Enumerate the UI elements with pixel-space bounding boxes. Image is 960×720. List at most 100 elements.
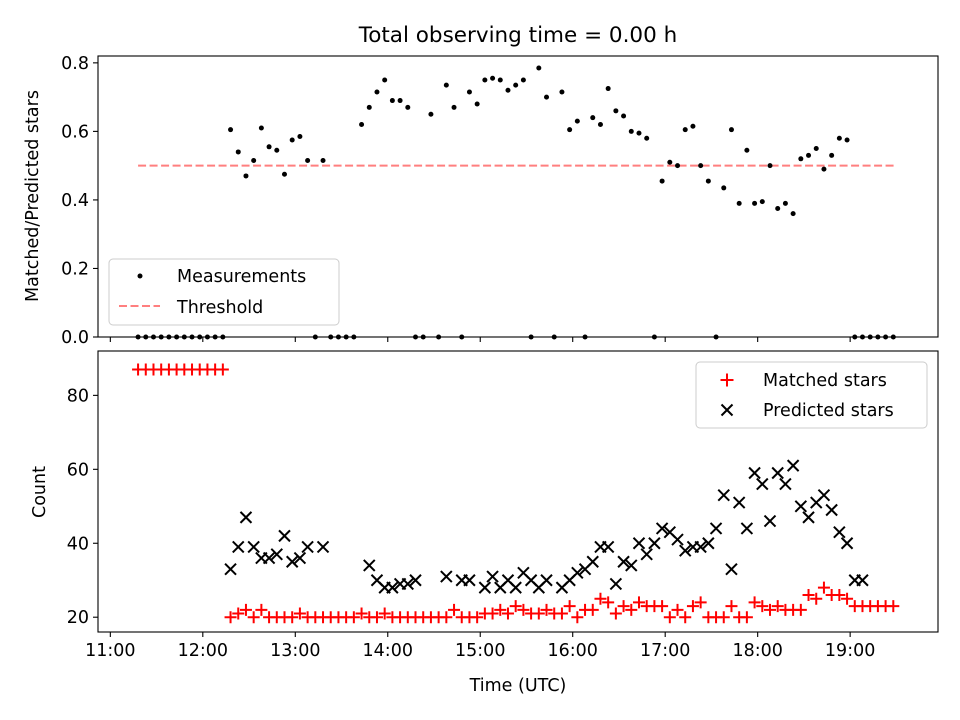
matched-star-point xyxy=(841,592,854,605)
predicted-star-point xyxy=(817,488,831,502)
matched-star-point xyxy=(833,589,846,602)
measurement-point xyxy=(698,163,704,169)
matched-star-point xyxy=(239,603,252,616)
measurement-point xyxy=(782,200,788,206)
matched-star-point xyxy=(471,611,484,624)
measurement-point xyxy=(443,82,449,88)
legend-measurements-marker xyxy=(137,273,143,279)
predicted-star-point xyxy=(478,581,492,594)
predicted-star-point xyxy=(632,537,646,550)
measurement-point xyxy=(721,185,727,191)
measurement-point xyxy=(382,77,388,83)
matched-star-point xyxy=(686,600,699,613)
measurement-point xyxy=(374,89,380,95)
x-tick-label: 19:00 xyxy=(825,641,875,661)
measurement-point xyxy=(320,158,326,164)
y-tick-label: 0.0 xyxy=(61,328,89,348)
matched-star-point xyxy=(717,611,730,624)
measurement-point xyxy=(536,65,542,71)
matched-star-point xyxy=(625,603,638,616)
predicted-star-point xyxy=(409,574,422,587)
predicted-star-point xyxy=(625,559,638,572)
matched-star-point xyxy=(679,611,692,624)
matched-star-point xyxy=(563,600,576,613)
matched-star-point xyxy=(532,607,545,620)
measurement-point xyxy=(251,158,257,164)
matched-star-point xyxy=(602,596,615,609)
matched-star-point xyxy=(517,603,530,616)
measurement-point xyxy=(590,115,596,121)
matched-star-point xyxy=(756,600,769,613)
matched-star-point xyxy=(586,603,599,616)
measurement-point xyxy=(644,135,650,141)
legend-matched-marker xyxy=(720,373,734,387)
measurement-point xyxy=(775,205,781,211)
matched-star-point xyxy=(794,603,807,616)
measurement-point xyxy=(490,75,496,81)
measurement-point xyxy=(628,128,634,134)
measurement-point xyxy=(520,77,526,83)
matched-star-point xyxy=(817,581,830,594)
predicted-star-point xyxy=(840,537,854,550)
predicted-star-point xyxy=(740,522,754,535)
predicted-star-point xyxy=(617,555,630,568)
bottom-legend-box xyxy=(695,361,928,429)
top-legend-box xyxy=(108,258,340,326)
y-tick-label: 0.2 xyxy=(61,259,89,279)
measurement-point xyxy=(736,200,742,206)
top-legend: Measurements Threshold xyxy=(108,258,340,326)
y-tick-label: 0.4 xyxy=(61,191,89,211)
predicted-star-point xyxy=(301,540,314,554)
measurement-point xyxy=(813,146,819,152)
matched-star-point xyxy=(370,611,383,624)
measurement-point xyxy=(289,137,295,143)
measurement-point xyxy=(759,199,765,205)
matched-star-point xyxy=(632,596,645,609)
measurement-point xyxy=(397,98,403,104)
measurement-point xyxy=(605,86,611,92)
predicted-star-point xyxy=(825,503,838,517)
measurement-point xyxy=(466,89,472,95)
predicted-star-point xyxy=(717,488,730,502)
predicted-star-point xyxy=(655,522,669,535)
measurement-point xyxy=(682,127,688,133)
predicted-star-point xyxy=(856,574,869,587)
x-tick-label: 12:00 xyxy=(178,641,228,661)
predicted-star-point xyxy=(725,562,738,576)
predicted-star-point xyxy=(247,540,260,554)
matched-star-point xyxy=(671,603,684,616)
matched-star-point xyxy=(802,589,815,602)
measurement-point xyxy=(597,122,603,128)
predicted-star-point xyxy=(648,537,661,550)
predicted-star-point xyxy=(278,529,291,543)
x-tick-label: 17:00 xyxy=(640,641,690,661)
predicted-star-point xyxy=(748,466,761,480)
matched-star-point xyxy=(810,592,823,605)
top-plot-area: 0.0 0.2 0.4 0.6 0.8 xyxy=(61,54,897,348)
matched-star-point xyxy=(764,603,776,616)
predicted-star-point xyxy=(401,577,415,591)
matched-star-point xyxy=(494,603,507,616)
measurement-point xyxy=(806,152,812,158)
measurement-point xyxy=(728,127,734,133)
x-tick-label: 14:00 xyxy=(363,641,413,661)
legend-measurements-label: Measurements xyxy=(177,267,306,287)
legend-threshold-label: Threshold xyxy=(176,298,263,318)
matched-star-point xyxy=(609,607,622,620)
measurement-point xyxy=(690,123,696,129)
measurement-point xyxy=(821,166,827,172)
matched-star-point xyxy=(887,600,900,613)
measurement-point xyxy=(451,104,457,110)
measurement-point xyxy=(836,135,842,141)
matched-star-point xyxy=(748,596,761,609)
y-tick-label: 0.6 xyxy=(61,122,89,142)
bottom-legend: Matched stars Predicted stars xyxy=(695,361,928,429)
matched-star-point xyxy=(347,611,360,624)
predicted-star-point xyxy=(262,551,276,565)
predicted-star-point xyxy=(239,511,253,524)
predicted-star-point xyxy=(694,540,707,554)
predicted-star-point xyxy=(732,496,746,509)
legend-matched-label: Matched stars xyxy=(763,371,887,391)
predicted-star-point xyxy=(771,466,784,480)
